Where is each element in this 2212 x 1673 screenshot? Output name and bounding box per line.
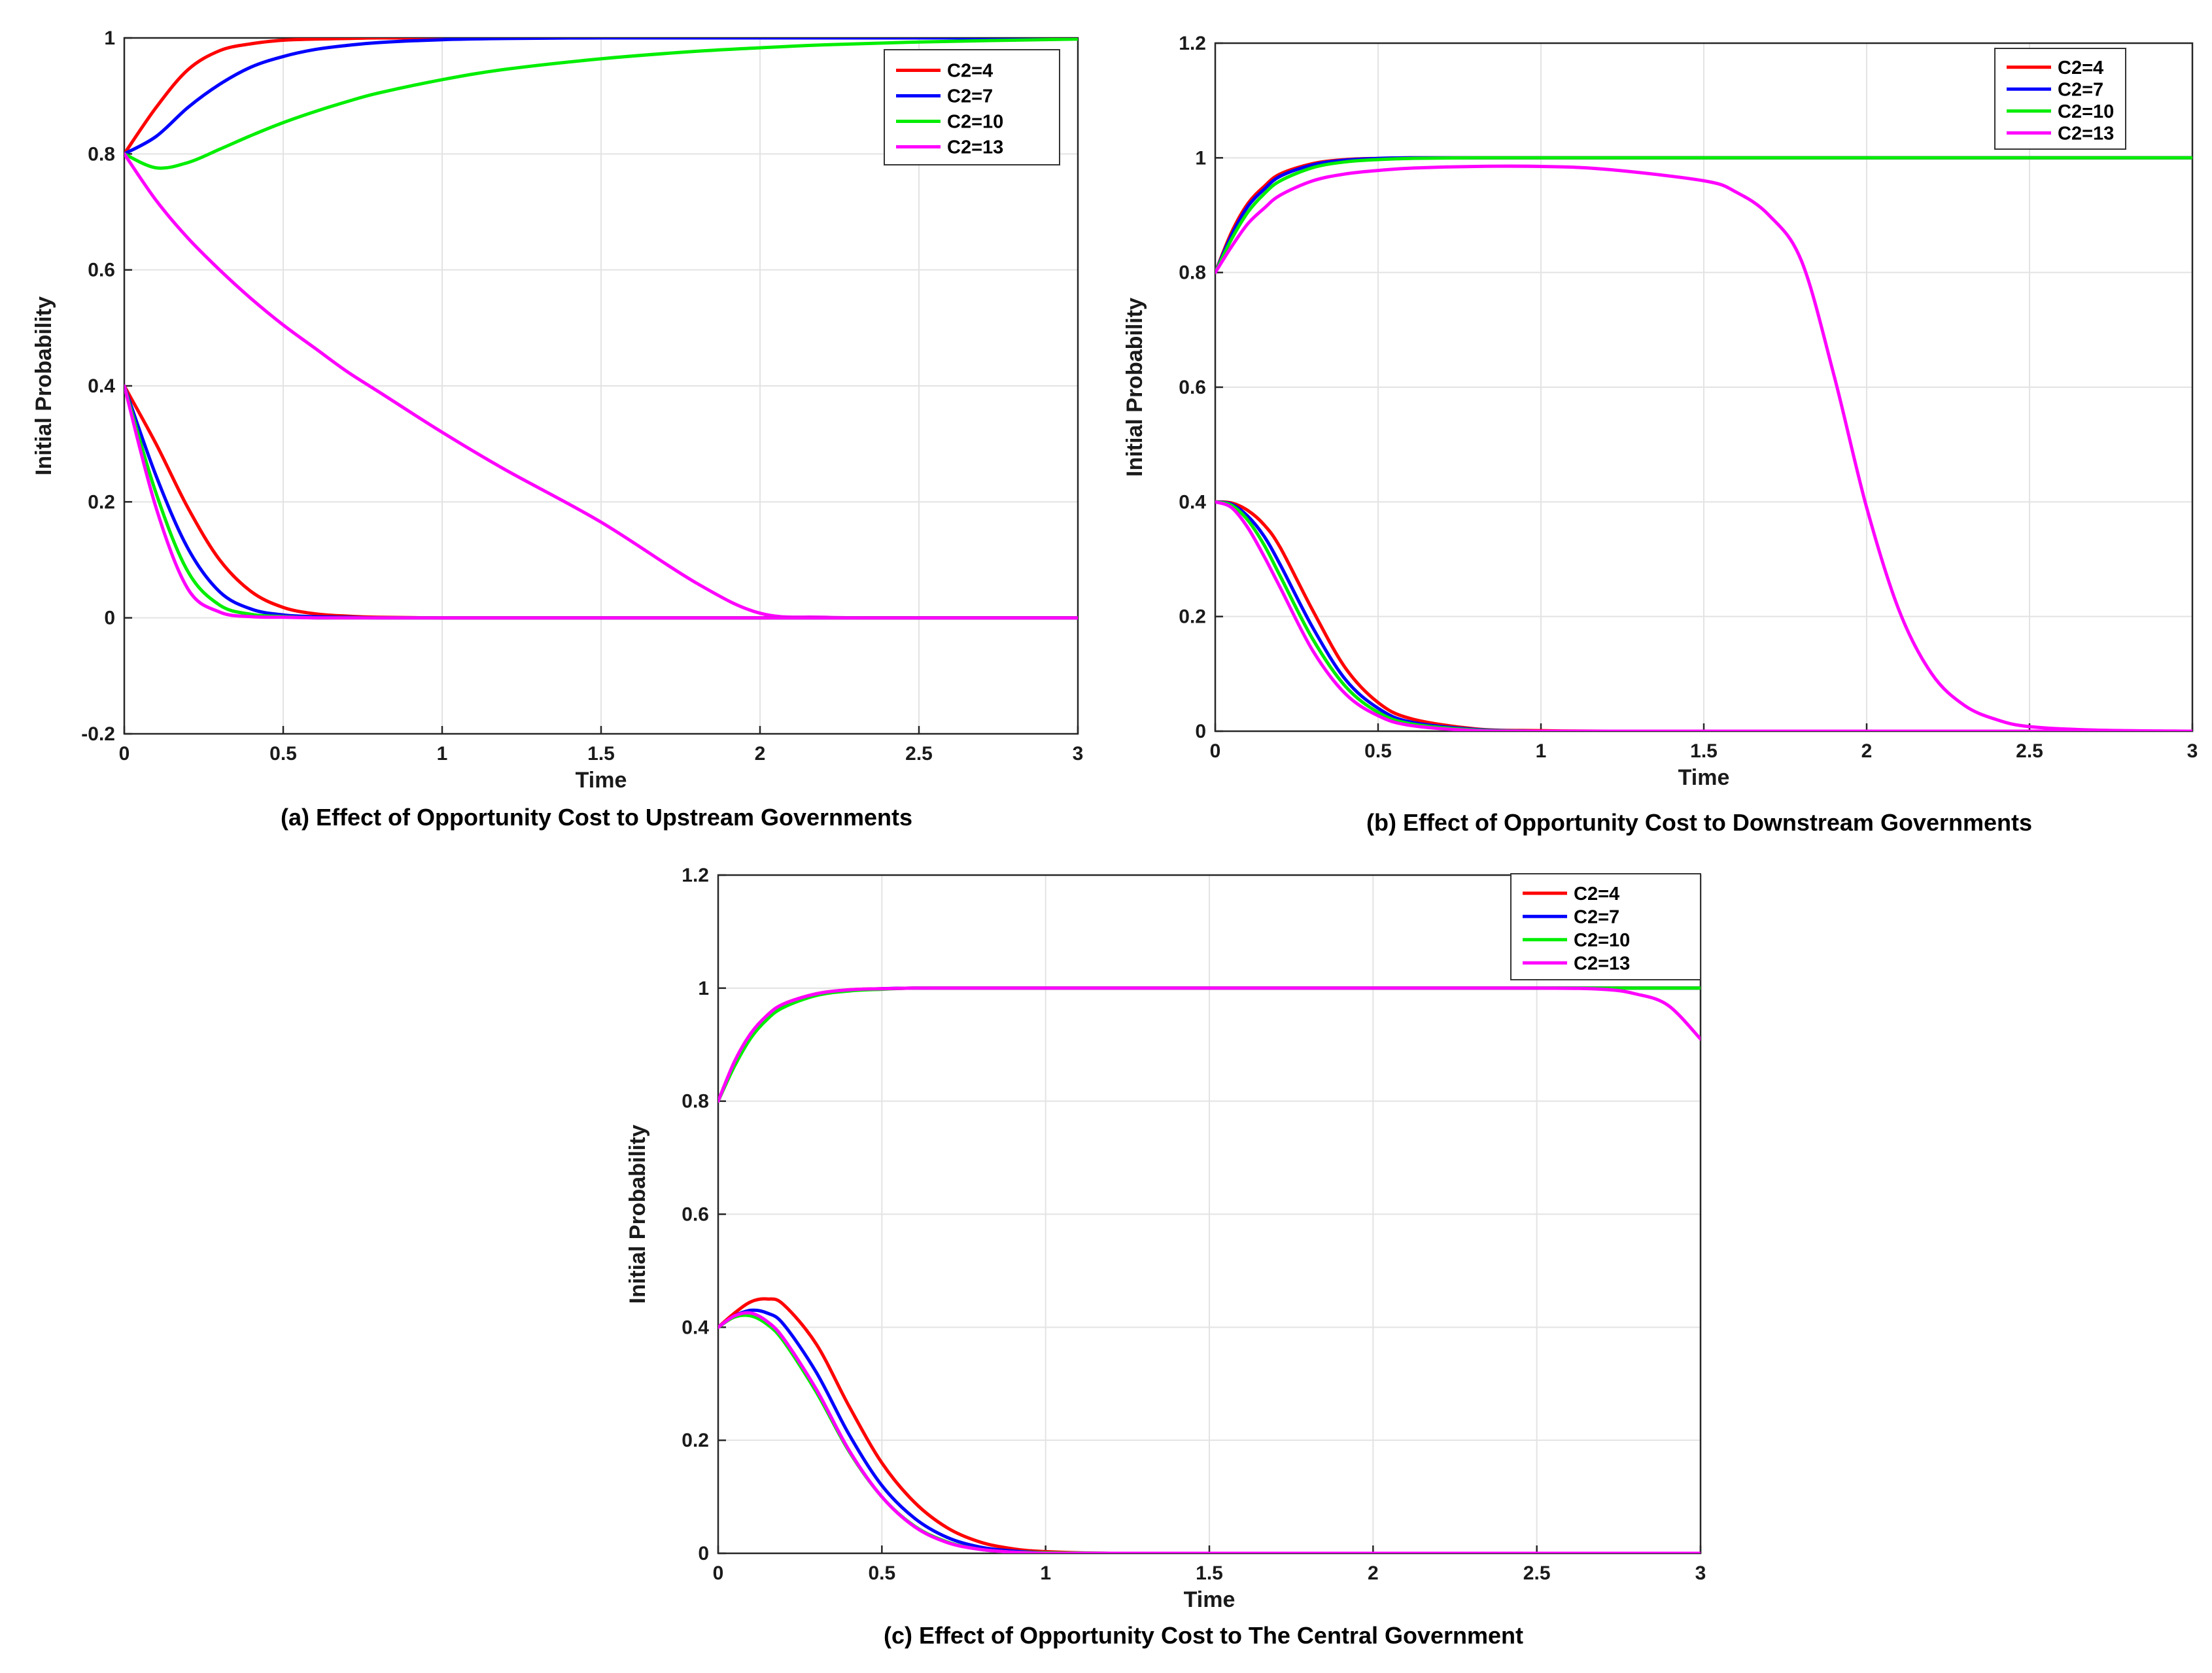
x-tick-label: 0.5 bbox=[1364, 740, 1392, 762]
series-line-c2-13-7 bbox=[1215, 500, 2192, 731]
legend-entry: C2=10 bbox=[1574, 930, 1630, 951]
y-tick-label: 1 bbox=[698, 978, 709, 999]
legend-entry: C2=10 bbox=[2058, 101, 2114, 122]
x-tick-label: 3 bbox=[2187, 740, 2198, 762]
series-line-c2-13-3 bbox=[718, 986, 1701, 1103]
x-tick-label: 2 bbox=[1368, 1562, 1379, 1584]
legend-entry: C2=4 bbox=[1574, 884, 1619, 905]
x-tick-label: 2.5 bbox=[2016, 740, 2043, 762]
x-tick-label: 0 bbox=[1210, 740, 1221, 762]
legend-entry: C2=4 bbox=[2058, 58, 2103, 78]
legend-entry: C2=13 bbox=[2058, 123, 2114, 144]
y-tick-label: 0.2 bbox=[88, 491, 115, 513]
y-tick-label: 0.8 bbox=[682, 1091, 709, 1112]
series-line-c2-7-1 bbox=[124, 38, 1078, 156]
legend-box bbox=[1510, 873, 1701, 980]
x-tick-label: 3 bbox=[1695, 1562, 1706, 1584]
y-axis-label: Initial Probability bbox=[625, 1124, 650, 1303]
legend-entry: C2=7 bbox=[1574, 906, 1619, 927]
series-line-c2-10-2 bbox=[1215, 156, 2192, 275]
x-tick-label: 1.5 bbox=[1196, 1562, 1223, 1584]
legend: C2=4 C2=7 C2=10 C2=13 bbox=[884, 49, 1060, 165]
series-line-c2-13-7 bbox=[124, 384, 1078, 620]
series-line-c2-10-6 bbox=[1215, 500, 2192, 731]
caption-panel-a: (a) Effect of Opportunity Cost to Upstre… bbox=[281, 804, 912, 831]
y-tick-label: 1.2 bbox=[682, 865, 709, 886]
y-axis-label: Initial Probability bbox=[31, 296, 56, 475]
legend-entry: C2=13 bbox=[947, 137, 1003, 158]
y-tick-label: -0.2 bbox=[81, 723, 115, 745]
series-line-c2-10-2 bbox=[124, 38, 1078, 170]
legend-entry: C2=13 bbox=[1574, 953, 1630, 974]
x-tick-label: 1 bbox=[1536, 740, 1547, 762]
x-tick-label: 1 bbox=[437, 743, 448, 765]
y-tick-label: 0.8 bbox=[88, 143, 115, 165]
legend-entry: C2=10 bbox=[947, 112, 1003, 133]
x-axis-label: Time bbox=[1678, 765, 1730, 790]
x-tick-label: 2 bbox=[755, 743, 766, 765]
caption-panel-b: (b) Effect of Opportunity Cost to Downst… bbox=[1366, 809, 2032, 836]
series-line-c2-13-3 bbox=[1215, 164, 2192, 731]
chart-panel-c: 0 0.5 1 1.5 2 2.5 3 0 0.2 0.4 0.6 0.8 1 1.2 Time Initia… bbox=[625, 865, 1706, 1612]
chart-panel-a: 0 0.5 1 1.5 2 2.5 3-0.200.20.40.60.81TimeIniti… bbox=[31, 27, 1083, 793]
x-tick-label: 2.5 bbox=[1523, 1562, 1551, 1584]
y-tick-label: 0 bbox=[1195, 721, 1206, 742]
x-axis-label: Time bbox=[576, 768, 627, 793]
y-tick-label: 0.6 bbox=[88, 260, 115, 281]
y-tick-label: 0.6 bbox=[682, 1204, 709, 1226]
y-tick-label: 0.2 bbox=[682, 1430, 709, 1451]
x-tick-label: 0 bbox=[119, 743, 130, 765]
x-tick-label: 1.5 bbox=[1690, 740, 1718, 762]
x-axis-label: Time bbox=[1184, 1587, 1236, 1612]
x-tick-label: 2.5 bbox=[905, 743, 933, 765]
legend-entry: C2=7 bbox=[2058, 79, 2103, 100]
series-line-c2-13-7 bbox=[718, 1311, 1701, 1553]
y-tick-label: 0 bbox=[698, 1543, 709, 1564]
y-tick-label: 1 bbox=[104, 27, 115, 49]
series-line-c2-4-4 bbox=[718, 1297, 1701, 1553]
y-tick-label: 0.6 bbox=[1179, 377, 1206, 398]
legend-entry: C2=7 bbox=[947, 86, 993, 107]
x-tick-label: 0.5 bbox=[868, 1562, 895, 1584]
x-tick-label: 1 bbox=[1040, 1562, 1051, 1584]
y-tick-label: 0 bbox=[104, 608, 115, 629]
y-tick-label: 0.8 bbox=[1179, 262, 1206, 284]
y-tick-label: 0.4 bbox=[1179, 491, 1206, 513]
chart-panel-b: 0 0.5 1 1.5 2 2.5 3 0 0.2 0.4 0.6 0.8 1 1.2 Time Initia… bbox=[1122, 33, 2198, 790]
caption-panel-c: (c) Effect of Opportunity Cost to The Ce… bbox=[884, 1622, 1523, 1649]
x-tick-label: 0 bbox=[713, 1562, 724, 1584]
y-tick-label: 1 bbox=[1195, 147, 1206, 169]
x-tick-label: 1.5 bbox=[587, 743, 615, 765]
legend-entry: C2=4 bbox=[947, 61, 993, 82]
x-tick-label: 2 bbox=[1861, 740, 1873, 762]
y-tick-label: 0.2 bbox=[1179, 606, 1206, 628]
x-tick-label: 3 bbox=[1073, 743, 1084, 765]
series-line-c2-7-5 bbox=[1215, 500, 2192, 731]
y-tick-label: 0.4 bbox=[682, 1317, 709, 1338]
x-tick-label: 0.5 bbox=[269, 743, 297, 765]
y-tick-label: 1.2 bbox=[1179, 33, 1206, 54]
y-axis-label: Initial Probability bbox=[1122, 298, 1147, 477]
y-tick-label: 0.4 bbox=[88, 375, 115, 397]
series-line-c2-4-4 bbox=[1215, 500, 2192, 731]
